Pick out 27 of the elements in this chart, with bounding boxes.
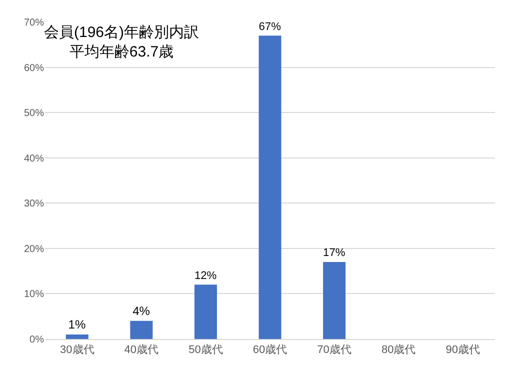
text: 平均年齢63.7歳 — [69, 44, 174, 60]
data-label: 17% — [323, 247, 346, 260]
data-label: 4% — [132, 304, 150, 318]
y-tick-label: 0% — [30, 334, 44, 346]
y-tick-label: 40% — [24, 153, 44, 164]
x-tick-label: 60歳代 — [252, 343, 288, 356]
x-tick-label: 50歳代 — [188, 343, 223, 356]
x-tick-label: 30歳代 — [60, 343, 94, 356]
y-tick-label: 20% — [24, 244, 44, 255]
bar — [66, 334, 88, 339]
data-label: 1% — [68, 317, 86, 332]
x-tick-label: 90歳代 — [446, 343, 480, 356]
y-tick-label: 50% — [24, 108, 44, 120]
bar — [194, 284, 217, 339]
bar — [323, 262, 346, 339]
bar — [130, 320, 153, 339]
x-tick-label: 40歳代 — [124, 343, 159, 356]
chart-title: 会員(196名)年齢別内訳 — [44, 24, 200, 41]
x-tick-label: 70歳代 — [317, 343, 352, 356]
y-tick-label: 70% — [24, 18, 44, 28]
y-tick-label: 10% — [24, 289, 44, 300]
data-label: 67% — [258, 20, 282, 33]
x-tick-label: 80歳代 — [381, 343, 416, 356]
y-tick-label: 60% — [24, 62, 44, 74]
y-tick-label: 30% — [24, 198, 44, 210]
bar — [258, 36, 282, 339]
data-label: 12% — [194, 270, 217, 282]
